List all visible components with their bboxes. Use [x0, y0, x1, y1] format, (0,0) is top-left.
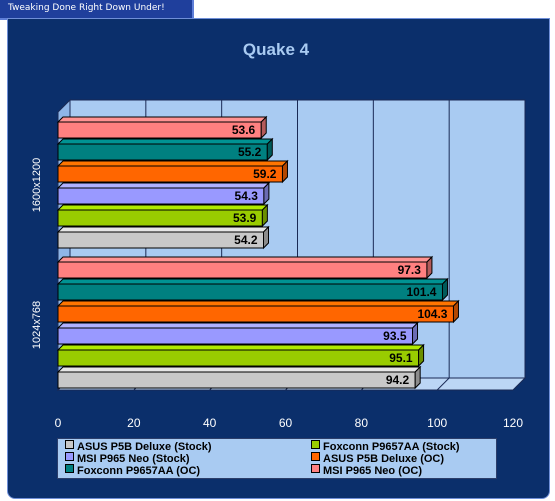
bar — [56, 321, 419, 346]
value-labels: 53.6 55.2 59.2 54.3 53.9 54.2 97.3 101.4 104.3 93… — [232, 123, 448, 387]
x-tick-label: 80 — [355, 416, 369, 430]
legend-swatch — [311, 464, 320, 473]
legend-label: MSI P965 Neo (OC) — [323, 465, 423, 477]
legend-label: Foxconn P9657AA (OC) — [77, 465, 201, 477]
banner-text: Tweaking Done Right Down Under! — [8, 3, 165, 13]
value-label: 53.9 — [233, 211, 257, 225]
legend: ASUS P5B Deluxe (Stock) Foxconn P9657AA (… — [57, 438, 497, 479]
bar — [56, 225, 270, 250]
value-label: 93.5 — [383, 329, 407, 343]
legend-swatch — [311, 440, 320, 449]
gridline-floor — [436, 377, 450, 391]
value-label: 59.2 — [253, 167, 277, 181]
value-label: 104.3 — [417, 307, 447, 321]
legend-swatch — [311, 452, 320, 461]
legend-item: Foxconn P9657AA (OC) — [65, 464, 200, 477]
x-tick-labels: 0 20 40 60 80 100 120 — [55, 416, 524, 430]
legend-item: MSI P965 Neo (OC) — [311, 464, 422, 477]
bar — [56, 365, 422, 390]
value-label: 97.3 — [398, 263, 422, 277]
bar — [56, 277, 449, 302]
value-label: 55.2 — [238, 145, 262, 159]
bar — [56, 181, 271, 206]
legend-swatch — [65, 452, 74, 461]
bar — [56, 115, 268, 140]
legend-item: Foxconn P9657AA (Stock) — [311, 440, 460, 453]
legend-swatch — [65, 440, 74, 449]
value-label: 94.2 — [386, 373, 410, 387]
legend-item: ASUS P5B Deluxe (Stock) — [65, 440, 211, 453]
legend-label: Foxconn P9657AA (Stock) — [323, 441, 460, 453]
value-label: 95.1 — [389, 351, 413, 365]
bar — [56, 159, 289, 184]
x-tick-label: 100 — [427, 416, 447, 430]
bars — [56, 115, 460, 390]
bar — [56, 299, 460, 324]
legend-label: MSI P965 Neo (Stock) — [77, 453, 190, 465]
bar — [56, 343, 425, 368]
value-label: 101.4 — [406, 285, 436, 299]
x-tick-label: 20 — [127, 416, 141, 430]
legend-swatch — [65, 464, 74, 473]
legend-item: ASUS P5B Deluxe (OC) — [311, 452, 444, 465]
chart-title: Quake 4 — [243, 40, 310, 59]
bar — [56, 255, 434, 280]
category-labels: 1600x1200 1024x768 — [31, 158, 43, 349]
value-label: 53.6 — [232, 123, 256, 137]
category-label: 1024x768 — [31, 301, 43, 349]
bar — [56, 203, 269, 228]
value-label: 54.3 — [235, 189, 259, 203]
category-label: 1600x1200 — [31, 158, 43, 212]
x-tick-label: 40 — [203, 416, 217, 430]
value-label: 54.2 — [234, 233, 258, 247]
legend-label: ASUS P5B Deluxe (OC) — [323, 453, 445, 465]
x-tick-label: 0 — [55, 416, 62, 430]
legend-label: ASUS P5B Deluxe (Stock) — [77, 441, 212, 453]
legend-item: MSI P965 Neo (Stock) — [65, 452, 189, 465]
x-tick-label: 60 — [279, 416, 293, 430]
bar — [56, 137, 274, 162]
x-tick-label: 120 — [503, 416, 523, 430]
